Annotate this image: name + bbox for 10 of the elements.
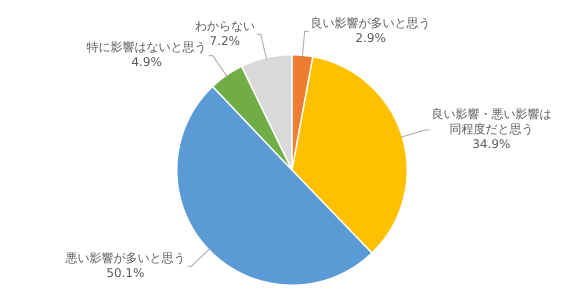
data-label: 7.2%: [210, 34, 240, 48]
slice-label: 悪い影響が多いと思う: [64, 250, 186, 265]
slice-label: 良い影響が多いと思う: [310, 16, 431, 30]
slice-label: 良い影響・悪い影響は同程度だと思う: [431, 107, 552, 136]
data-label: 4.9%: [131, 55, 162, 70]
data-label: 34.9%: [472, 137, 510, 152]
data-label: 2.9%: [355, 30, 386, 45]
data-label: 50.1%: [106, 266, 144, 280]
slice-label: 特に影響はないと思う: [86, 40, 207, 54]
slice-label: わからない: [194, 18, 255, 33]
